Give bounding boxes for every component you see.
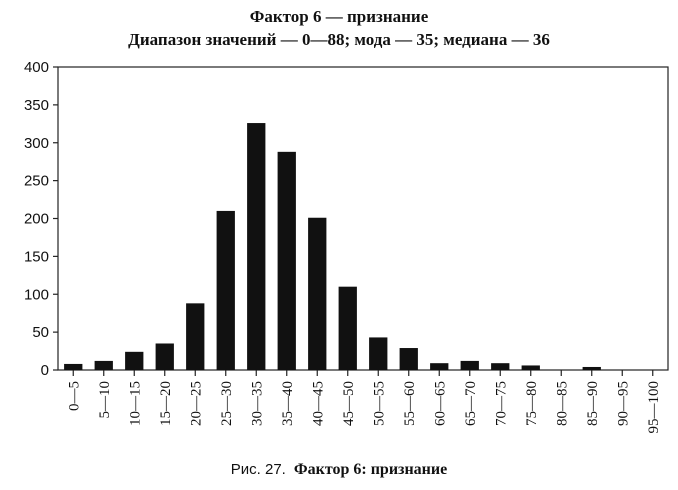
y-tick-label: 350	[24, 97, 49, 114]
bar	[491, 363, 510, 370]
x-tick-label: 0—5	[66, 381, 82, 411]
x-tick-label: 75—80	[524, 381, 540, 426]
plot-frame	[57, 66, 669, 371]
figure-caption: Рис. 27. Фактор 6: признание	[0, 459, 678, 481]
y-tick-label: 200	[24, 211, 49, 228]
bar	[216, 210, 235, 370]
bar	[64, 363, 83, 370]
x-axis-ticks: 0—5 5—10 10—15 15—20 20—25 25—30 30—35 35—40 40—…	[66, 370, 662, 434]
bar	[521, 365, 540, 370]
y-tick-label: 0	[41, 362, 49, 379]
x-tick-label: 85—90	[585, 381, 601, 426]
x-tick-label: 70—75	[493, 381, 509, 426]
bar	[247, 123, 266, 371]
bar	[186, 303, 205, 370]
chart-axes	[57, 66, 669, 371]
bar	[430, 363, 449, 370]
chart-title: Фактор 6 — признание	[249, 7, 429, 26]
x-tick-label: 5—10	[97, 381, 113, 419]
y-tick-label: 300	[24, 135, 49, 152]
y-tick-label: 400	[24, 59, 49, 76]
bar	[399, 348, 418, 370]
chart-bars	[64, 123, 601, 371]
x-tick-label: 35—40	[280, 381, 296, 426]
bar-chart: 0 50 100 150 200 250 300 350 400 0—5 5—10 10—15 15—…	[24, 59, 669, 434]
x-tick-label: 40—45	[310, 381, 326, 426]
x-tick-label: 25—30	[219, 381, 235, 426]
x-tick-label: 60—65	[432, 381, 448, 426]
y-axis-ticks: 0 50 100 150 200 250 300 350 400	[24, 59, 58, 379]
x-tick-label: 45—50	[341, 381, 357, 426]
bar	[582, 366, 601, 370]
x-tick-label: 95—100	[646, 381, 662, 434]
bar	[460, 360, 479, 370]
y-tick-label: 250	[24, 173, 49, 190]
y-tick-label: 50	[32, 324, 49, 341]
bar	[155, 343, 174, 370]
x-tick-label: 15—20	[158, 381, 174, 426]
x-tick-label: 80—85	[554, 381, 570, 426]
x-tick-label: 20—25	[188, 381, 204, 426]
y-tick-label: 100	[24, 286, 49, 303]
bar	[94, 360, 113, 370]
x-tick-label: 10—15	[127, 381, 143, 426]
bar	[369, 337, 388, 370]
figure-label: Рис. 27.	[230, 461, 286, 478]
bar	[338, 286, 357, 370]
x-tick-label: 65—70	[463, 381, 479, 426]
y-tick-label: 150	[24, 248, 49, 265]
bar	[308, 217, 327, 370]
bar	[277, 151, 296, 370]
figure-title: Фактор 6: признание	[293, 461, 448, 478]
x-tick-label: 30—35	[249, 381, 265, 426]
chart-subtitle: Диапазон значений — 0—88; мода — 35; мед…	[128, 30, 550, 49]
x-tick-label: 90—95	[615, 381, 631, 426]
x-tick-label: 55—60	[402, 381, 418, 426]
bar	[125, 351, 144, 370]
x-tick-label: 50—55	[371, 381, 387, 426]
